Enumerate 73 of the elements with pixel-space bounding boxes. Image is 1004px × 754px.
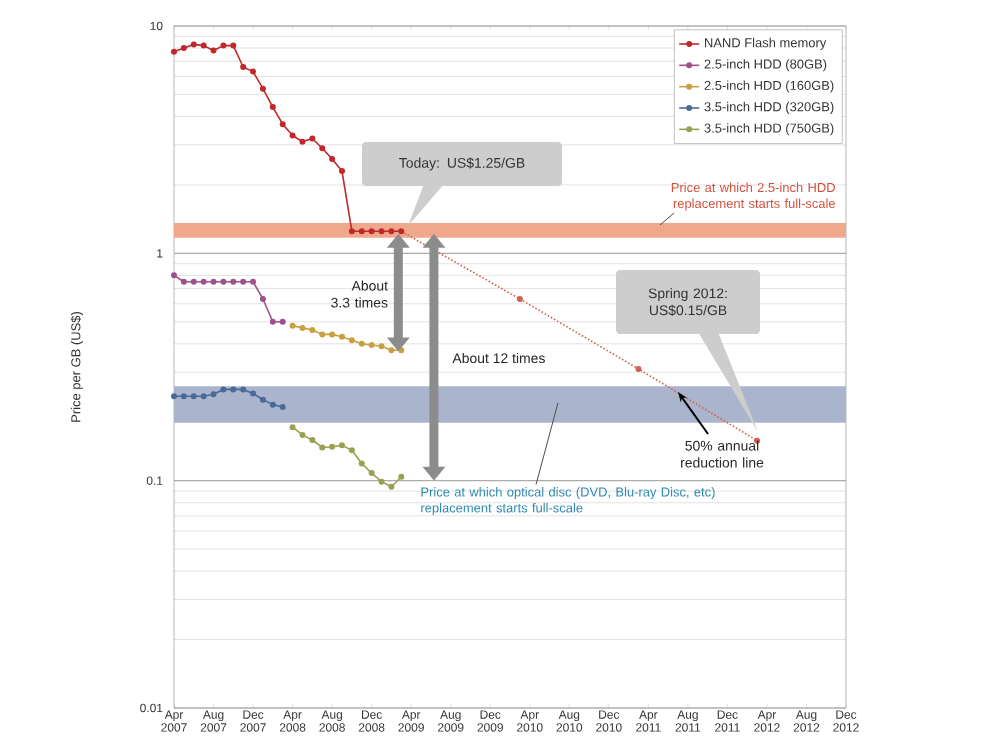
point (250, 278, 257, 285)
point (368, 228, 375, 235)
point (635, 365, 642, 372)
point (259, 295, 266, 302)
point (230, 386, 237, 393)
point (348, 228, 355, 235)
point (319, 331, 326, 338)
point (240, 278, 247, 285)
point (230, 42, 237, 49)
point (378, 478, 385, 485)
point (200, 278, 207, 285)
point (329, 156, 336, 162)
point (368, 342, 375, 349)
point (378, 228, 385, 235)
point (180, 278, 187, 285)
point (279, 318, 286, 325)
point (220, 42, 227, 49)
point (309, 135, 316, 142)
point (210, 278, 217, 285)
point (220, 278, 227, 285)
point (398, 228, 405, 235)
point (230, 278, 237, 285)
point (180, 45, 187, 52)
point (250, 68, 257, 75)
point (190, 278, 197, 285)
point (171, 272, 177, 279)
point (329, 443, 336, 450)
point (388, 228, 395, 235)
point (240, 64, 247, 71)
point (250, 390, 257, 397)
point (358, 340, 365, 347)
point (190, 393, 197, 400)
point (190, 41, 197, 48)
point (269, 401, 276, 408)
point (358, 460, 365, 467)
point (378, 343, 385, 350)
point (368, 470, 375, 477)
point (299, 431, 306, 438)
point (309, 436, 316, 443)
point (516, 295, 523, 302)
point (279, 121, 286, 128)
point (388, 483, 395, 490)
point (259, 85, 266, 92)
point (171, 48, 177, 55)
point (339, 168, 345, 175)
point (319, 444, 326, 451)
point (299, 138, 306, 145)
point (289, 322, 296, 329)
point (339, 333, 345, 340)
point (348, 447, 355, 454)
point (299, 324, 306, 331)
point (269, 104, 276, 111)
point (279, 403, 286, 410)
point (210, 391, 217, 398)
point (348, 337, 355, 344)
point (269, 318, 276, 325)
point (398, 473, 405, 480)
point (210, 47, 217, 54)
point (171, 393, 177, 400)
point (289, 424, 296, 431)
point (339, 442, 345, 449)
point (289, 132, 296, 139)
point (180, 393, 187, 400)
point (358, 228, 365, 235)
point (388, 347, 395, 354)
point (200, 42, 207, 49)
point (309, 327, 316, 333)
point (319, 145, 326, 152)
point (200, 393, 207, 400)
point (329, 331, 336, 338)
point (220, 386, 227, 393)
point (259, 396, 266, 403)
point (240, 386, 247, 393)
